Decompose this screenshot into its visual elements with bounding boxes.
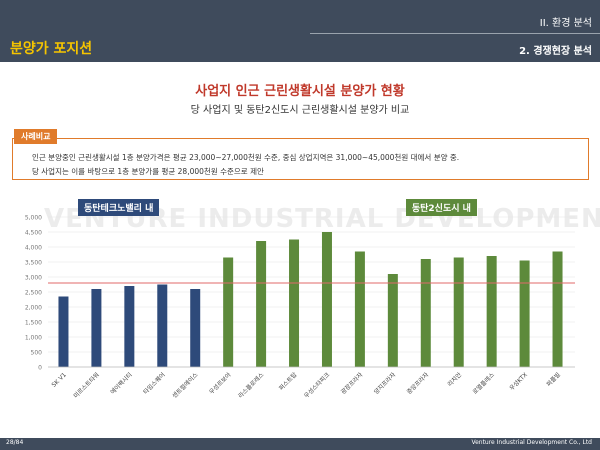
y-tick-label: 4,500 — [25, 230, 42, 237]
bar — [354, 251, 365, 367]
header-divider — [310, 33, 600, 34]
bar — [124, 286, 135, 367]
x-tick-label: 우성스타피크 — [302, 370, 331, 399]
x-tick-label: 타임스퀘어 — [142, 371, 167, 396]
y-tick-label: 3,500 — [25, 260, 42, 267]
y-tick-label: 1,000 — [25, 335, 42, 342]
bar — [157, 284, 168, 367]
x-tick-label: 양지프라자 — [372, 370, 398, 396]
company-name: Venture Industrial Development Co., Ltd — [471, 439, 592, 446]
bar — [486, 256, 497, 367]
header-bar: II. 환경 분석 분양가 포지션 2. 경쟁현장 분석 — [0, 0, 600, 62]
x-tick-label: 우성KTX — [508, 371, 529, 392]
price-bar-chart: 0 500 1,000 1,500 2,000 2,500 3,000 3,500 4,000 4… — [25, 215, 575, 400]
y-tick-label: 1,500 — [25, 320, 42, 327]
x-tick-label: 센트럴에이스 — [171, 370, 200, 399]
group-label-dongtan2: 동탄2신도시 내 — [405, 199, 477, 216]
subsection-label: 2. 경쟁현장 분석 — [519, 46, 592, 57]
y-tick-label: 500 — [31, 350, 43, 357]
x-tick-label: 리치안 — [446, 370, 464, 388]
y-tick-label: 2,000 — [25, 305, 42, 312]
x-tick-label: 중앙프라자 — [405, 370, 431, 396]
bar — [256, 241, 267, 367]
footer-bar: 28/84 Venture Industrial Development Co.… — [0, 438, 600, 450]
bar — [420, 259, 431, 367]
x-tick-label: 라스플로레스 — [236, 370, 265, 399]
bar — [552, 251, 563, 367]
page-number: 28/84 — [6, 439, 24, 446]
y-tick-label: 0 — [38, 365, 42, 372]
x-tick-label: 로열플레스 — [471, 370, 497, 396]
case-tag: 사례비교 — [14, 129, 58, 144]
bar — [190, 289, 201, 367]
y-tick-label: 4,000 — [25, 245, 42, 252]
x-tick-label: 퍼스트탑 — [277, 370, 299, 392]
page-title: 분양가 포지션 — [10, 41, 93, 57]
bar — [519, 260, 530, 367]
bar — [321, 232, 332, 367]
bar — [91, 289, 102, 367]
x-tick-label: 광장프라자 — [339, 370, 365, 396]
x-tick-label: 미르스트타워 — [72, 371, 101, 400]
case-line-1: 인근 분양중인 근린생활시설 1층 분양가격은 평균 23,000~27,000… — [32, 153, 460, 162]
case-line-2: 당 사업지는 이를 바탕으로 1층 분양가를 평균 28,000천원 수준으로 … — [32, 167, 264, 176]
x-tick-label: 에이팩시티 — [109, 371, 134, 396]
bar — [387, 274, 398, 367]
bar — [453, 257, 464, 367]
chart-sub-title: 당 사업지 및 동탄2신도시 근린생활시설 분양가 비교 — [190, 105, 410, 116]
y-tick-label: 2,500 — [25, 290, 42, 297]
y-tick-label: 5,000 — [25, 215, 42, 222]
case-comparison-box — [12, 138, 589, 180]
x-tick-label: 퍼플빌 — [545, 371, 562, 388]
x-tick-label: 우성르보아 — [207, 370, 233, 396]
group-label-technovalley: 동탄테크노밸리 내 — [78, 199, 160, 216]
section-label: II. 환경 분석 — [539, 18, 592, 29]
chart-main-title: 사업지 인근 근린생활시설 분양가 현황 — [195, 84, 405, 99]
x-tick-label: SK V1 — [51, 371, 69, 389]
bar — [223, 257, 234, 367]
bar — [58, 296, 69, 367]
bar — [289, 239, 300, 367]
y-tick-label: 3,000 — [25, 275, 42, 282]
